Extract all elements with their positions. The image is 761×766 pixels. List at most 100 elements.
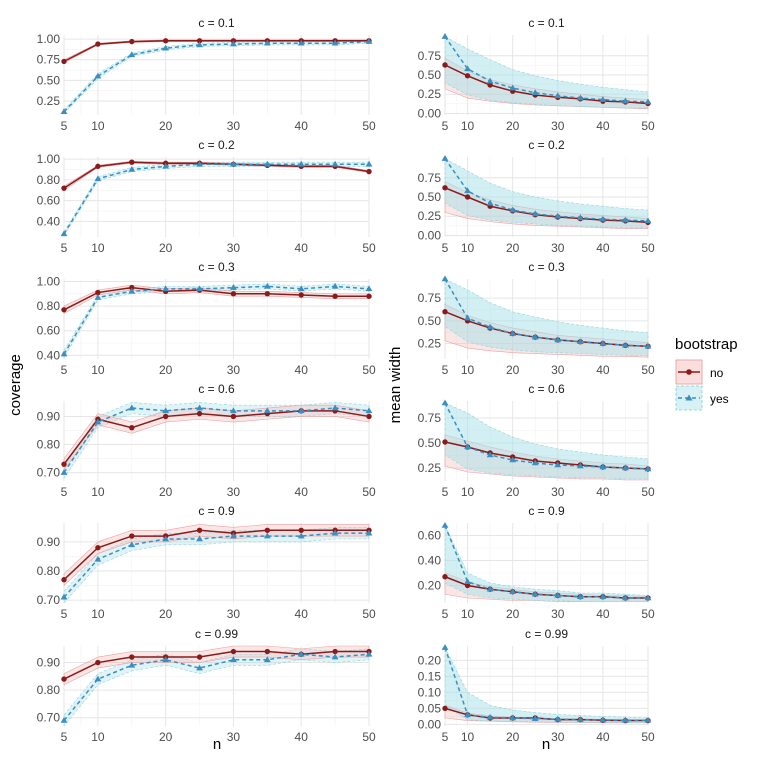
data-point-no [61, 676, 67, 682]
data-point-yes [509, 330, 517, 336]
data-point-yes [196, 41, 203, 48]
data-point-yes [297, 407, 305, 414]
data-point-yes [486, 451, 494, 458]
data-point-yes [196, 404, 203, 411]
y-tick-label: 0.25 [418, 337, 442, 351]
data-point-no [442, 439, 448, 445]
data-point-yes [263, 656, 271, 663]
data-point-yes [263, 39, 271, 46]
series-line-yes [444, 647, 648, 721]
data-point-yes [441, 33, 449, 39]
x-tick-label: 10 [91, 363, 105, 377]
x-tick-label: 5 [442, 607, 449, 621]
x-tick-label: 50 [362, 363, 376, 377]
x-tick-label: 30 [227, 730, 241, 744]
x-tick-label: 40 [295, 485, 309, 499]
data-point-yes [263, 282, 271, 289]
data-point-yes [599, 96, 607, 102]
data-point-yes [486, 77, 494, 84]
x-tick-label: 20 [506, 607, 520, 621]
data-point-yes [263, 407, 271, 414]
ribbon-yes [63, 527, 370, 604]
data-point-yes [60, 230, 68, 237]
data-point-yes [60, 108, 68, 115]
data-point-yes [128, 661, 136, 668]
x-tick-label: 40 [596, 730, 610, 744]
data-point-no [332, 293, 338, 299]
data-point-no [129, 424, 135, 431]
data-point-yes [162, 162, 170, 169]
facet-title-coverage: c = 0.2 [198, 138, 235, 152]
data-point-no [464, 582, 471, 589]
data-point-yes [576, 593, 584, 600]
data-point-yes [486, 713, 494, 720]
x-tick-label: 30 [551, 607, 565, 621]
data-point-yes [441, 275, 449, 282]
facet-title-coverage: c = 0.6 [198, 382, 235, 396]
data-point-yes [464, 578, 471, 585]
data-point-yes [576, 716, 584, 722]
data-point-yes [464, 711, 471, 718]
data-point-yes [644, 342, 652, 349]
data-point-no [264, 527, 271, 533]
panel-coverage-2: c = 0.3 0.40 0.60 0.80 1.00 5 10 20 30 40 50 [37, 260, 376, 377]
x-tick-label: 50 [641, 363, 655, 377]
x-tick-label: 5 [61, 730, 68, 744]
x-tick-label: 10 [91, 730, 105, 744]
data-point-no [129, 533, 135, 539]
y-tick-label: 0.00 [418, 717, 442, 731]
facet-title-coverage: c = 0.3 [198, 260, 235, 274]
series-line-yes [63, 285, 370, 355]
y-tick-label: 0.00 [418, 106, 442, 120]
data-point-yes [464, 65, 471, 72]
data-point-yes [441, 644, 449, 650]
series-line-yes [444, 402, 649, 470]
data-point-yes [509, 206, 517, 213]
data-point-yes [644, 217, 652, 224]
x-tick-label: 20 [159, 241, 173, 255]
data-point-yes [365, 407, 373, 414]
x-tick-label: 20 [506, 363, 520, 377]
data-point-yes [297, 650, 305, 657]
y-tick-label: 0.00 [418, 228, 442, 242]
data-point-no [129, 38, 135, 45]
ribbon-yes [444, 158, 649, 229]
data-point-yes [128, 541, 136, 548]
x-tick-label: 50 [641, 119, 655, 133]
y-axis-title-coverage: coverage [7, 354, 24, 416]
data-point-yes [486, 199, 494, 206]
x-tick-label: 20 [159, 485, 173, 499]
series-line-yes [63, 653, 370, 721]
y-tick-label: 0.60 [37, 324, 61, 338]
data-point-no [95, 163, 101, 170]
data-point-no [129, 284, 135, 291]
data-point-yes [554, 715, 562, 722]
data-point-no [366, 413, 372, 420]
data-point-no [442, 309, 448, 315]
y-tick-label: 0.25 [418, 87, 442, 101]
y-tick-label: 0.60 [418, 529, 442, 543]
y-tick-label: 0.50 [37, 73, 61, 87]
facet-title-width: c = 0.1 [528, 16, 565, 30]
x-tick-label: 10 [461, 119, 475, 133]
x-tick-label: 50 [641, 607, 655, 621]
y-tick-label: 0.80 [37, 299, 61, 313]
x-tick-label: 20 [506, 241, 520, 255]
data-point-yes [331, 404, 339, 411]
y-tick-label: 0.50 [418, 190, 442, 204]
x-tick-label: 50 [641, 485, 655, 499]
ribbon-yes [444, 402, 649, 480]
facet-title-width: c = 0.9 [528, 504, 565, 518]
y-tick-label: 0.80 [37, 438, 61, 452]
legend-marker-no [686, 369, 692, 375]
data-point-yes [509, 84, 517, 91]
x-tick-label: 50 [362, 485, 376, 499]
x-tick-label: 5 [442, 241, 449, 255]
x-tick-label: 5 [61, 485, 68, 499]
x-tick-label: 10 [91, 119, 105, 133]
y-tick-label: 0.10 [418, 685, 442, 699]
x-tick-label: 10 [461, 485, 475, 499]
data-point-yes [622, 716, 629, 723]
y-tick-label: 0.90 [37, 656, 61, 670]
x-tick-label: 50 [362, 241, 376, 255]
